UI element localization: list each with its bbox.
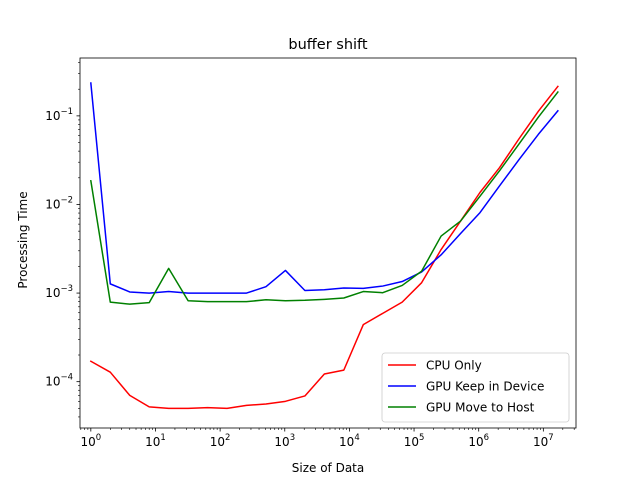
legend-label-2: GPU Move to Host — [426, 401, 535, 415]
chart-title: buffer shift — [288, 37, 367, 53]
x-axis-label: Size of Data — [292, 461, 364, 475]
legend: CPU Only GPU Keep in Device GPU Move to Ho… — [381, 352, 570, 423]
legend-label-0: CPU Only — [426, 359, 482, 373]
plot-area — [79, 57, 577, 429]
y-tick-label-1: 10−3 — [45, 284, 73, 300]
y-axis-label: Processing Time — [16, 191, 30, 288]
series-line-0 — [89, 85, 559, 410]
y-tick-label-2: 10−2 — [45, 195, 73, 211]
y-tick-label-3: 10−1 — [45, 107, 73, 123]
y-tick-label-0: 10−4 — [45, 373, 73, 389]
series-line-2 — [89, 90, 559, 305]
series-lines — [89, 82, 559, 410]
legend-label-1: GPU Keep in Device — [426, 380, 544, 394]
axes-frame — [79, 57, 577, 429]
legend-box — [381, 352, 570, 423]
series-line-1 — [90, 82, 559, 294]
